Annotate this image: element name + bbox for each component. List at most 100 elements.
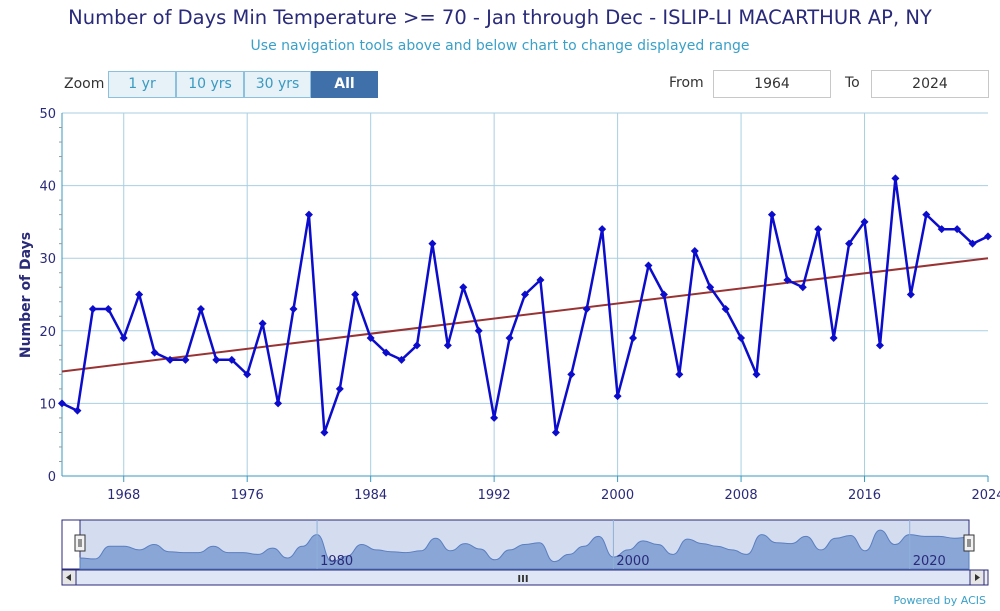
y-axis-label: Number of Days — [18, 232, 34, 358]
x-tick-label: 1976 — [231, 488, 264, 503]
y-axis-ticks: 0 10 20 30 40 50 — [39, 107, 62, 485]
data-point — [397, 355, 406, 364]
data-point — [798, 283, 807, 292]
navigator[interactable]: 1980 2000 2020 — [61, 519, 975, 570]
zoom-10yrs-button[interactable]: 10 yrs — [176, 71, 244, 98]
x-tick-label: 2024 — [971, 488, 1000, 503]
data-point — [814, 225, 823, 234]
data-point — [119, 334, 128, 343]
from-input[interactable]: 1964 — [713, 70, 831, 98]
data-point — [212, 355, 221, 364]
x-tick-label: 1968 — [107, 488, 140, 503]
scroll-left-arrow-icon — [66, 574, 71, 581]
data-point — [88, 305, 97, 314]
x-tick-label: 2008 — [725, 488, 758, 503]
data-point — [536, 275, 545, 284]
data-point — [412, 341, 421, 350]
navigator-right-handle[interactable] — [963, 534, 975, 552]
data-point — [335, 384, 344, 393]
grid — [62, 112, 988, 476]
data-point — [613, 392, 622, 401]
data-point — [968, 239, 977, 248]
y-tick-label: 10 — [39, 397, 56, 412]
data-point — [937, 225, 946, 234]
data-point — [521, 290, 529, 299]
to-input[interactable]: 2024 — [871, 70, 989, 98]
x-axis-ticks: 1968 1976 1984 1992 2000 2008 2016 2024 — [107, 476, 1000, 503]
data-point — [875, 341, 884, 350]
data-point — [922, 210, 931, 219]
data-point — [551, 428, 560, 437]
data-point — [320, 428, 329, 437]
data-point — [906, 290, 915, 299]
data-point — [474, 326, 483, 335]
data-point — [659, 290, 668, 299]
data-points — [58, 174, 992, 437]
data-point — [567, 370, 576, 379]
navigator-ticks: 1980 2000 2020 — [316, 520, 946, 569]
data-point — [505, 334, 514, 343]
data-point — [73, 406, 82, 415]
data-point — [984, 232, 992, 241]
scrollbar[interactable]: III — [61, 569, 989, 586]
navigator-area — [79, 529, 970, 570]
x-tick-label: 1984 — [354, 488, 387, 503]
data-point — [598, 225, 607, 234]
data-point — [243, 370, 252, 379]
navigator-tick-label: 2000 — [616, 554, 649, 569]
data-point — [767, 210, 776, 219]
data-point — [752, 370, 761, 379]
data-point — [953, 225, 962, 234]
navigator-tick-label: 2020 — [913, 554, 946, 569]
x-tick-label: 2016 — [848, 488, 881, 503]
from-label: From — [669, 75, 704, 91]
navigator-left-handle[interactable] — [74, 534, 86, 552]
y-tick-label: 40 — [39, 180, 56, 195]
data-point — [166, 355, 175, 364]
zoom-all-button[interactable]: All — [311, 71, 378, 98]
data-point — [196, 305, 205, 314]
data-point — [351, 290, 360, 299]
data-point — [644, 261, 653, 270]
credit-link[interactable]: Powered by ACIS — [893, 594, 987, 607]
data-point — [181, 355, 190, 364]
data-point — [304, 210, 313, 219]
data-point — [629, 334, 638, 343]
scrollbar-grip: III — [517, 574, 528, 585]
data-point — [582, 305, 591, 314]
data-point — [845, 239, 854, 248]
data-point — [459, 283, 468, 292]
y-tick-label: 20 — [39, 325, 56, 340]
data-point — [150, 348, 159, 357]
data-point — [428, 239, 437, 248]
data-point — [366, 334, 375, 343]
data-point — [675, 370, 684, 379]
data-point — [721, 305, 730, 314]
data-point — [490, 413, 499, 422]
data-point — [227, 355, 236, 364]
chart-subtitle: Use navigation tools above and below cha… — [250, 38, 750, 54]
navigator-tick-label: 1980 — [320, 554, 353, 569]
to-label: To — [845, 75, 860, 91]
y-tick-label: 30 — [39, 252, 56, 267]
trend-line — [61, 257, 989, 373]
data-point — [783, 275, 792, 284]
data-point — [690, 246, 699, 255]
data-point — [258, 319, 267, 328]
data-point — [891, 174, 900, 183]
zoom-label: Zoom — [64, 76, 105, 92]
data-point — [737, 334, 746, 343]
data-point — [382, 348, 391, 357]
data-point — [860, 217, 869, 226]
zoom-30yrs-button[interactable]: 30 yrs — [244, 71, 311, 98]
x-tick-label: 2000 — [601, 488, 634, 503]
x-tick-label: 1992 — [478, 488, 511, 503]
data-point — [135, 290, 144, 299]
scroll-right-arrow-icon — [975, 574, 980, 581]
data-point — [443, 341, 452, 350]
data-point — [58, 399, 66, 408]
chart-title: Number of Days Min Temperature >= 70 - J… — [68, 6, 932, 29]
y-tick-label: 0 — [48, 470, 56, 485]
zoom-1yr-button[interactable]: 1 yr — [108, 71, 176, 98]
